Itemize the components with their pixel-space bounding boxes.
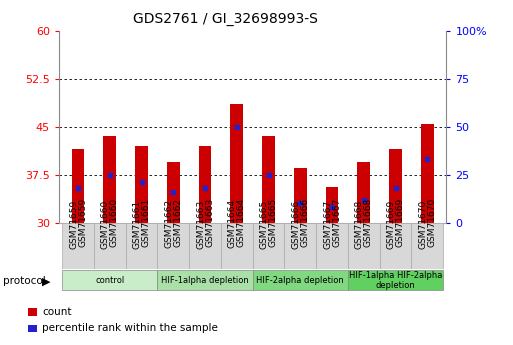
Text: GSM71666: GSM71666 — [291, 199, 300, 248]
Text: percentile rank within the sample: percentile rank within the sample — [42, 324, 218, 333]
Text: GSM71666: GSM71666 — [300, 198, 309, 247]
Bar — [189, 223, 221, 269]
Text: count: count — [42, 307, 72, 317]
Bar — [253, 223, 284, 269]
Text: GSM71665: GSM71665 — [268, 198, 278, 247]
Text: GSM71669: GSM71669 — [386, 199, 396, 248]
Text: GSM71662: GSM71662 — [164, 199, 173, 248]
Text: HIF-1alpha HIF-2alpha
depletion: HIF-1alpha HIF-2alpha depletion — [349, 270, 442, 290]
Bar — [72, 149, 85, 223]
Text: HIF-1alpha depletion: HIF-1alpha depletion — [161, 276, 249, 285]
Text: GSM71667: GSM71667 — [332, 198, 341, 247]
Text: GSM71668: GSM71668 — [355, 199, 364, 248]
Bar — [262, 136, 275, 223]
Bar — [230, 105, 243, 223]
Bar — [62, 270, 157, 290]
Text: GSM71659: GSM71659 — [69, 199, 78, 248]
Bar — [126, 223, 157, 269]
Bar — [326, 187, 339, 223]
Bar — [157, 270, 253, 290]
Bar — [253, 270, 348, 290]
Text: GSM71669: GSM71669 — [396, 198, 405, 247]
Text: GSM71670: GSM71670 — [427, 198, 436, 247]
Text: HIF-2alpha depletion: HIF-2alpha depletion — [256, 276, 344, 285]
Text: GDS2761 / GI_32698993-S: GDS2761 / GI_32698993-S — [133, 12, 318, 26]
Text: GSM71668: GSM71668 — [364, 198, 373, 247]
Text: GSM71663: GSM71663 — [205, 198, 214, 247]
Bar — [94, 223, 126, 269]
Bar — [358, 162, 370, 223]
Text: GSM71670: GSM71670 — [418, 199, 427, 248]
Bar — [104, 136, 116, 223]
Text: GSM71665: GSM71665 — [260, 199, 268, 248]
Bar — [167, 162, 180, 223]
Bar — [411, 223, 443, 269]
Text: GSM71662: GSM71662 — [173, 198, 182, 247]
Bar — [199, 146, 211, 223]
Bar — [284, 223, 316, 269]
Text: GSM71667: GSM71667 — [323, 199, 332, 248]
Text: GSM71663: GSM71663 — [196, 199, 205, 248]
Text: GSM71659: GSM71659 — [78, 198, 87, 247]
Text: GSM71660: GSM71660 — [110, 198, 119, 247]
Bar — [62, 223, 94, 269]
Text: GSM71664: GSM71664 — [237, 198, 246, 247]
Text: control: control — [95, 276, 125, 285]
Bar — [348, 223, 380, 269]
Text: ▶: ▶ — [42, 276, 50, 286]
Text: GSM71661: GSM71661 — [142, 198, 150, 247]
Text: GSM71660: GSM71660 — [101, 199, 110, 248]
Bar — [421, 124, 433, 223]
Bar — [221, 223, 253, 269]
Bar — [380, 223, 411, 269]
Text: GSM71661: GSM71661 — [132, 199, 142, 248]
Bar — [389, 149, 402, 223]
Text: protocol: protocol — [3, 276, 45, 286]
Bar — [348, 270, 443, 290]
Bar — [294, 168, 307, 223]
Bar — [135, 146, 148, 223]
Bar — [157, 223, 189, 269]
Text: GSM71664: GSM71664 — [228, 199, 237, 248]
Bar — [316, 223, 348, 269]
